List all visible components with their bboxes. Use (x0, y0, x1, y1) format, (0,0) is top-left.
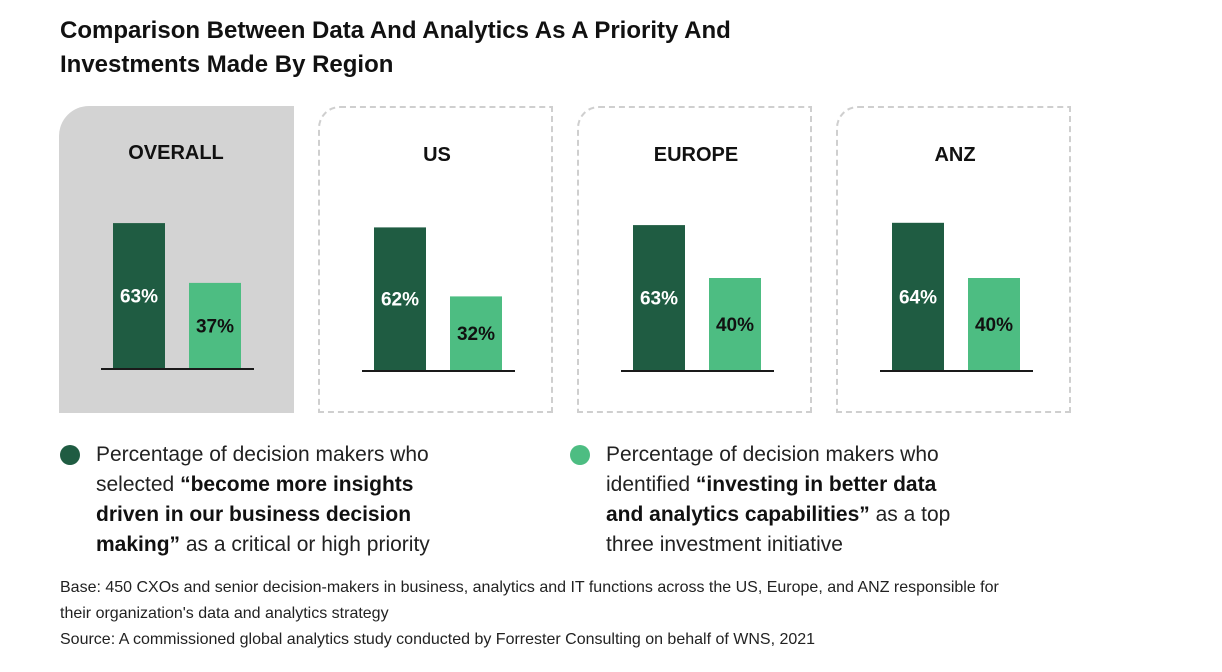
data-label-europe-series-1: 63% (640, 289, 678, 310)
panel-europe: EUROPE 63% 40% (577, 106, 812, 413)
legend-dark-bold-2: driven in our business decision (96, 503, 412, 526)
legend-dark-line-3: driven in our business decision (96, 500, 430, 530)
legend-text-insights-priority: Percentage of decision makers who select… (96, 440, 430, 560)
chart-overall-svg: OVERALL 63% 37% (101, 142, 254, 370)
bar-us-series-1 (374, 227, 426, 370)
panel-overall: OVERALL 63% 37% (59, 106, 294, 413)
data-label-anz-series-1: 64% (899, 287, 937, 308)
legend-swatch-light (570, 445, 590, 465)
legend-dark-line-1: Percentage of decision makers who (96, 443, 429, 466)
category-label-anz: ANZ (934, 144, 975, 166)
chart-us-svg: US 62% 32% (362, 144, 515, 372)
legend-dark-bold-1: “become more insights (180, 473, 414, 496)
data-label-us-series-2: 32% (457, 324, 495, 345)
legend-light-bold-1: “investing in better data (695, 473, 937, 496)
bar-us-series-2 (450, 296, 502, 370)
bar-europe-series-2 (709, 278, 761, 370)
legend-light-line-3: and analytics capabilities” as a top (606, 500, 950, 530)
category-label-us: US (423, 144, 451, 166)
legend-dark-line-2: selected “become more insights (96, 470, 430, 500)
panel-anz: ANZ 64% 40% (836, 106, 1071, 413)
chart-europe-svg: EUROPE 63% 40% (621, 144, 774, 372)
chart-title-line-2: Investments Made By Region (60, 51, 394, 78)
legend-light-line-4: three investment initiative (606, 533, 843, 556)
data-label-overall-series-2: 37% (196, 316, 234, 337)
legend-text-investment: Percentage of decision makers who identi… (606, 440, 950, 560)
data-label-us-series-1: 62% (381, 290, 419, 311)
panel-us: US 62% 32% (318, 106, 553, 413)
chart-anz-svg: ANZ 64% 40% (880, 144, 1033, 372)
base-note-line-1: Base: 450 CXOs and senior decision-maker… (60, 579, 999, 596)
data-label-anz-series-2: 40% (975, 315, 1013, 336)
legend-dark-bold-3: making” (96, 533, 181, 556)
bar-overall-series-2 (189, 282, 241, 368)
legend-dark-selected: selected (96, 473, 181, 496)
legend-dark-line-4: making” as a critical or high priority (96, 530, 430, 560)
legend-light-bold-2: and analytics capabilities” (606, 503, 870, 526)
category-label-europe: EUROPE (654, 144, 738, 166)
legend-light-suffix-1: as a top (869, 503, 951, 526)
category-label-overall: OVERALL (128, 142, 224, 164)
data-label-europe-series-2: 40% (716, 315, 754, 336)
legend-light-identified: identified (606, 473, 696, 496)
base-note-line-2: their organization's data and analytics … (60, 605, 389, 622)
bar-anz-series-1 (892, 222, 944, 370)
footnotes: Base: 450 CXOs and senior decision-maker… (60, 575, 999, 653)
legend-swatch-dark (60, 445, 80, 465)
legend-light-line-1: Percentage of decision makers who (606, 443, 939, 466)
data-label-overall-series-1: 63% (120, 287, 158, 308)
bar-anz-series-2 (968, 278, 1020, 370)
source-note: Source: A commissioned global analytics … (60, 631, 816, 648)
legend-dark-suffix: as a critical or high priority (180, 533, 430, 556)
bar-overall-series-1 (113, 223, 165, 368)
chart-title: Comparison Between Data And Analytics As… (60, 14, 731, 82)
legend-light-line-2: identified “investing in better data (606, 470, 950, 500)
chart-title-line-1: Comparison Between Data And Analytics As… (60, 17, 731, 44)
bar-europe-series-1 (633, 225, 685, 370)
